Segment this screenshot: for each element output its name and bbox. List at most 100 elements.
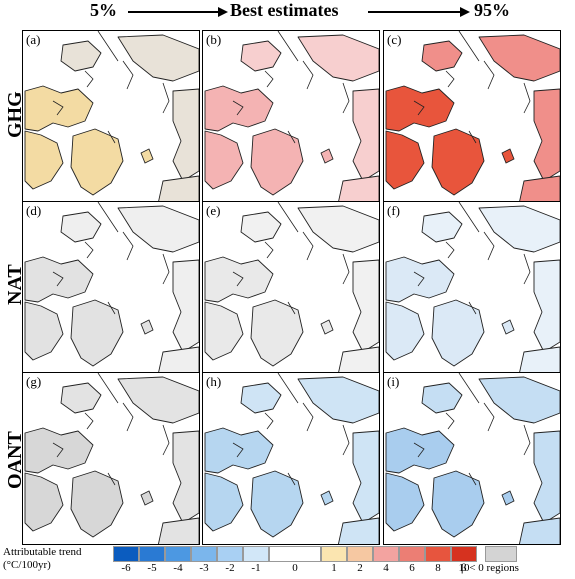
colorbar-tick: 6	[409, 562, 415, 574]
svalbard-region	[140, 148, 154, 164]
header-best-estimates: Best estimates	[230, 0, 339, 20]
europe-region	[337, 517, 379, 544]
alaska-region	[240, 382, 282, 414]
colorbar-tick: 2	[357, 562, 363, 574]
europe-region	[157, 175, 199, 202]
svalbard-region	[320, 319, 334, 335]
greenland-region	[431, 128, 485, 196]
panel-label: (g)	[26, 374, 42, 390]
svalbard-region	[501, 148, 515, 164]
canadian-archipelago-region	[385, 256, 455, 303]
coastline-detail	[413, 402, 531, 486]
panel-label: (c)	[387, 32, 402, 48]
colorbar-tick: -4	[173, 562, 183, 574]
header-95-percent: 95%	[474, 0, 510, 20]
siberia-region	[478, 205, 560, 253]
coastline-detail	[52, 231, 170, 315]
north-america-region	[24, 472, 64, 532]
canadian-archipelago-region	[24, 256, 94, 303]
alaska-region	[421, 40, 463, 72]
arctic-map	[385, 202, 560, 373]
meridian-line	[97, 373, 119, 404]
arctic-map	[24, 373, 199, 544]
alaska-region	[60, 211, 102, 243]
header-arrowhead-1	[218, 7, 228, 17]
colorbar-beta-swatch	[485, 546, 517, 562]
greenland-region	[250, 128, 304, 196]
map-panel-d: (d)	[22, 201, 200, 374]
eurasia-region	[352, 259, 379, 353]
greenland-region	[250, 470, 304, 538]
europe-region	[157, 517, 199, 544]
meridian-line	[97, 202, 119, 233]
map-panel-g: (g)	[22, 372, 200, 545]
colorbar-swatch-pos-6	[451, 546, 477, 562]
svalbard-region	[501, 319, 515, 335]
north-america-region	[24, 130, 64, 190]
siberia-region	[297, 376, 379, 424]
europe-region	[518, 346, 560, 373]
svalbard-region	[140, 490, 154, 506]
north-america-region	[385, 130, 425, 190]
panel-label: (b)	[206, 32, 222, 48]
siberia-region	[117, 205, 199, 253]
map-panel-i: (i)	[383, 372, 561, 545]
canadian-archipelago-region	[385, 85, 455, 132]
siberia-region	[117, 34, 199, 82]
coastline-detail	[232, 60, 350, 144]
colorbar-swatch-neg-2	[139, 546, 165, 562]
map-panel-e: (e)	[202, 201, 380, 374]
meridian-line	[97, 31, 119, 62]
arctic-map	[24, 31, 199, 202]
europe-region	[157, 346, 199, 373]
header-arrow-2	[368, 11, 462, 13]
colorbar-tick: 4	[383, 562, 389, 574]
arctic-map	[204, 202, 379, 373]
north-america-region	[204, 472, 244, 532]
colorbar-tick: 10	[458, 562, 470, 574]
panel-label: (a)	[26, 32, 41, 48]
alaska-region	[240, 40, 282, 72]
header-arrowhead-2	[460, 7, 470, 17]
colorbar-swatch-zero	[269, 546, 321, 562]
colorbar-title: Attributable trend (°C/100yr)	[3, 546, 82, 572]
eurasia-region	[533, 259, 560, 353]
greenland-region	[70, 299, 124, 367]
canadian-archipelago-region	[204, 85, 274, 132]
eurasia-region	[172, 430, 199, 524]
coastline-detail	[232, 231, 350, 315]
europe-region	[337, 175, 379, 202]
colorbar-tick: -3	[199, 562, 209, 574]
colorbar-title-line1: Attributable trend	[3, 546, 82, 558]
colorbar-swatch-pos-5	[425, 546, 451, 562]
coastline-detail	[413, 60, 531, 144]
panel-label: (f)	[387, 203, 400, 219]
colorbar-tick: 8	[435, 562, 441, 574]
canadian-archipelago-region	[204, 427, 274, 474]
canadian-archipelago-region	[24, 85, 94, 132]
colorbar-title-line2: (°C/100yr)	[3, 559, 51, 571]
canadian-archipelago-region	[24, 427, 94, 474]
europe-region	[518, 175, 560, 202]
north-america-region	[385, 472, 425, 532]
map-panel-b: (b)	[202, 30, 380, 203]
meridian-line	[458, 373, 480, 404]
colorbar-swatch-pos-4	[399, 546, 425, 562]
alaska-region	[60, 382, 102, 414]
header-arrow-1	[128, 11, 220, 13]
siberia-region	[297, 34, 379, 82]
colorbar-swatch-pos-1	[321, 546, 347, 562]
eurasia-region	[172, 259, 199, 353]
greenland-region	[431, 470, 485, 538]
meridian-line	[277, 373, 299, 404]
panel-label: (h)	[206, 374, 222, 390]
north-america-region	[385, 301, 425, 361]
arctic-map	[204, 373, 379, 544]
canadian-archipelago-region	[204, 256, 274, 303]
coastline-detail	[413, 231, 531, 315]
coastline-detail	[232, 402, 350, 486]
siberia-region	[297, 205, 379, 253]
arctic-map	[385, 31, 560, 202]
coastline-detail	[52, 402, 170, 486]
map-panel-a: (a)	[22, 30, 200, 203]
